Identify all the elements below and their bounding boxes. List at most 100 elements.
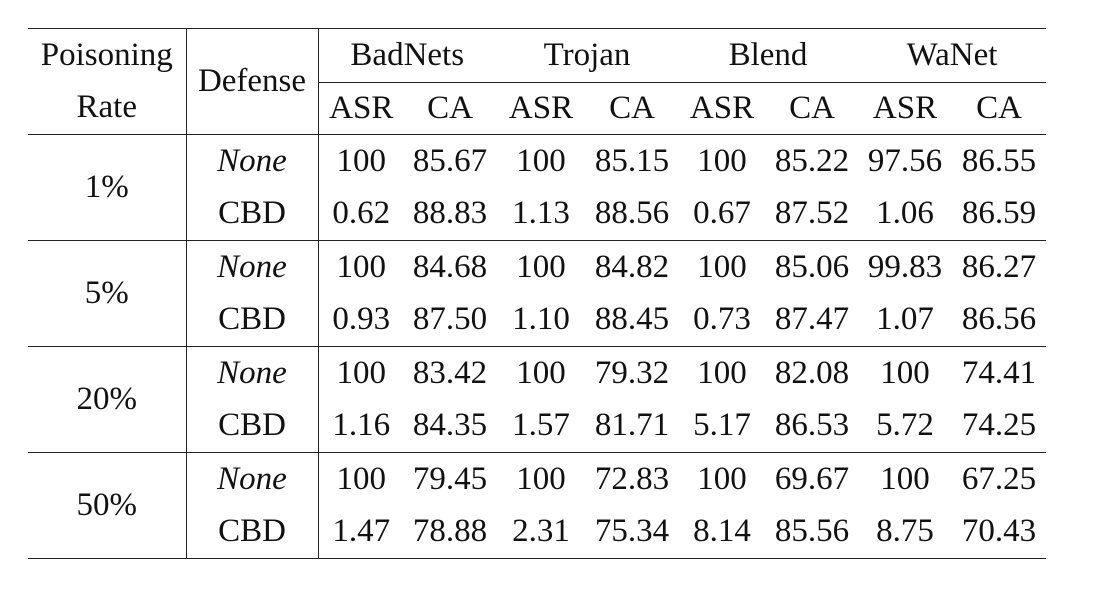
header-row-attacks: Poisoning Rate Defense BadNets Trojan Bl… (28, 28, 1047, 135)
table-row: CBD 0.93 87.50 1.10 88.45 0.73 87.47 1.0… (28, 293, 1046, 347)
value-cell: 5.17 (693, 407, 751, 444)
header-metric-asr: ASR (496, 82, 586, 135)
value-cell: 100 (678, 240, 766, 294)
value-cell: 100 (496, 452, 586, 506)
value-cell: 72.83 (586, 452, 678, 506)
value-cell: 100 (496, 134, 586, 188)
value-cell: 86.27 (952, 240, 1047, 294)
value-cell: 1.13 (512, 195, 570, 232)
rate-cell: 1% (28, 134, 187, 241)
value-cell: 2.31 (496, 505, 586, 559)
value-cell: 100 (678, 134, 766, 188)
value-cell: 99.83 (858, 240, 953, 294)
value-cell: 88.45 (594, 301, 670, 338)
defense-cell: CBD (186, 293, 319, 347)
value-cell: 74.41 (952, 346, 1047, 400)
header-attack-badnets: BadNets (318, 28, 496, 83)
header-poisoning-rate: Poisoning Rate (28, 28, 187, 135)
value-cell: 0.67 (693, 195, 751, 232)
results-table: Poisoning Rate Defense BadNets Trojan Bl… (28, 28, 1047, 559)
value-cell: 85.22 (766, 134, 859, 188)
table-row: 5% None 100 84.68 100 84.82 100 85.06 99… (28, 240, 1047, 347)
value-cell: 97.56 (858, 134, 953, 188)
value-cell: 84.68 (404, 240, 496, 294)
value-cell: 86.56 (961, 301, 1037, 338)
value-cell: 84.82 (586, 240, 678, 294)
table-row: 50% None 100 79.45 100 72.83 100 69.67 1… (28, 452, 1047, 559)
value-cell: 100 (678, 452, 766, 506)
header-defense: Defense (186, 28, 319, 135)
value-cell: 1.10 (512, 301, 570, 338)
header-metric-ca: CA (586, 82, 678, 135)
defense-cell: None (186, 134, 319, 188)
value-cell: 1.57 (512, 407, 570, 444)
value-cell: 86.55 (952, 134, 1047, 188)
defense-cell: CBD (186, 505, 319, 559)
rate-cell: 50% (28, 452, 187, 559)
defense-cell: CBD (186, 399, 319, 453)
table-row: CBD 1.16 84.35 1.57 81.71 5.17 86.53 5.7… (28, 399, 1046, 453)
header-poisoning-rate-line2: Rate (76, 88, 137, 125)
value-cell: 69.67 (766, 452, 859, 506)
value-cell: 81.71 (594, 407, 670, 444)
value-cell: 86.53 (774, 407, 850, 444)
value-cell: 82.08 (766, 346, 859, 400)
value-cell: 87.52 (774, 195, 850, 232)
value-cell: 67.25 (952, 452, 1047, 506)
header-metric-asr: ASR (318, 82, 404, 135)
header-metric-asr: ASR (678, 82, 766, 135)
header-metric-ca: CA (766, 82, 859, 135)
value-cell: 88.83 (412, 195, 488, 232)
value-cell: 0.73 (693, 301, 751, 338)
value-cell: 8.75 (858, 505, 953, 559)
value-cell: 87.47 (774, 301, 850, 338)
value-cell: 1.47 (318, 505, 404, 559)
header-attack-blend: Blend (678, 28, 859, 83)
value-cell: 100 (858, 452, 953, 506)
header-metric-asr: ASR (858, 82, 953, 135)
value-cell: 100 (318, 134, 404, 188)
defense-cell: None (186, 452, 319, 506)
header-metric-ca: CA (952, 82, 1047, 135)
value-cell: 1.16 (332, 407, 391, 444)
value-cell: 83.42 (404, 346, 496, 400)
value-cell: 100 (496, 346, 586, 400)
value-cell: 79.45 (404, 452, 496, 506)
value-cell: 8.14 (678, 505, 766, 559)
value-cell: 85.67 (404, 134, 496, 188)
value-cell: 100 (496, 240, 586, 294)
value-cell: 100 (318, 452, 404, 506)
value-cell: 88.56 (594, 195, 670, 232)
defense-cell: None (186, 346, 319, 400)
header-attack-wanet: WaNet (858, 28, 1047, 83)
value-cell: 84.35 (412, 407, 488, 444)
value-cell: 85.15 (586, 134, 678, 188)
header-attack-trojan: Trojan (496, 28, 678, 83)
value-cell: 1.07 (876, 301, 934, 338)
value-cell: 78.88 (404, 505, 496, 559)
table-row: CBD 1.47 78.88 2.31 75.34 8.14 85.56 8.7… (28, 505, 1047, 559)
header-row-metrics: ASR CA ASR CA ASR CA ASR CA (28, 82, 1047, 135)
value-cell: 0.93 (332, 301, 391, 338)
value-cell: 100 (678, 346, 766, 400)
value-cell: 100 (318, 346, 404, 400)
value-cell: 70.43 (952, 505, 1047, 559)
value-cell: 75.34 (586, 505, 678, 559)
value-cell: 87.50 (412, 301, 488, 338)
header-metric-ca: CA (404, 82, 496, 135)
table-row: CBD 0.62 88.83 1.13 88.56 0.67 87.52 1.0… (28, 187, 1046, 241)
value-cell: 85.56 (766, 505, 859, 559)
value-cell: 5.72 (876, 407, 934, 444)
table-row: 20% None 100 83.42 100 79.32 100 82.08 1… (28, 346, 1047, 453)
value-cell: 85.06 (766, 240, 859, 294)
value-cell: 100 (858, 346, 953, 400)
results-table-container: Poisoning Rate Defense BadNets Trojan Bl… (28, 28, 1047, 559)
value-cell: 79.32 (586, 346, 678, 400)
defense-cell: CBD (186, 187, 319, 241)
value-cell: 0.62 (332, 195, 391, 232)
rate-cell: 20% (28, 346, 187, 453)
header-poisoning-rate-line1: Poisoning (40, 37, 173, 74)
value-cell: 1.06 (876, 195, 934, 232)
value-cell: 86.59 (961, 195, 1037, 232)
rate-cell: 5% (28, 240, 187, 347)
